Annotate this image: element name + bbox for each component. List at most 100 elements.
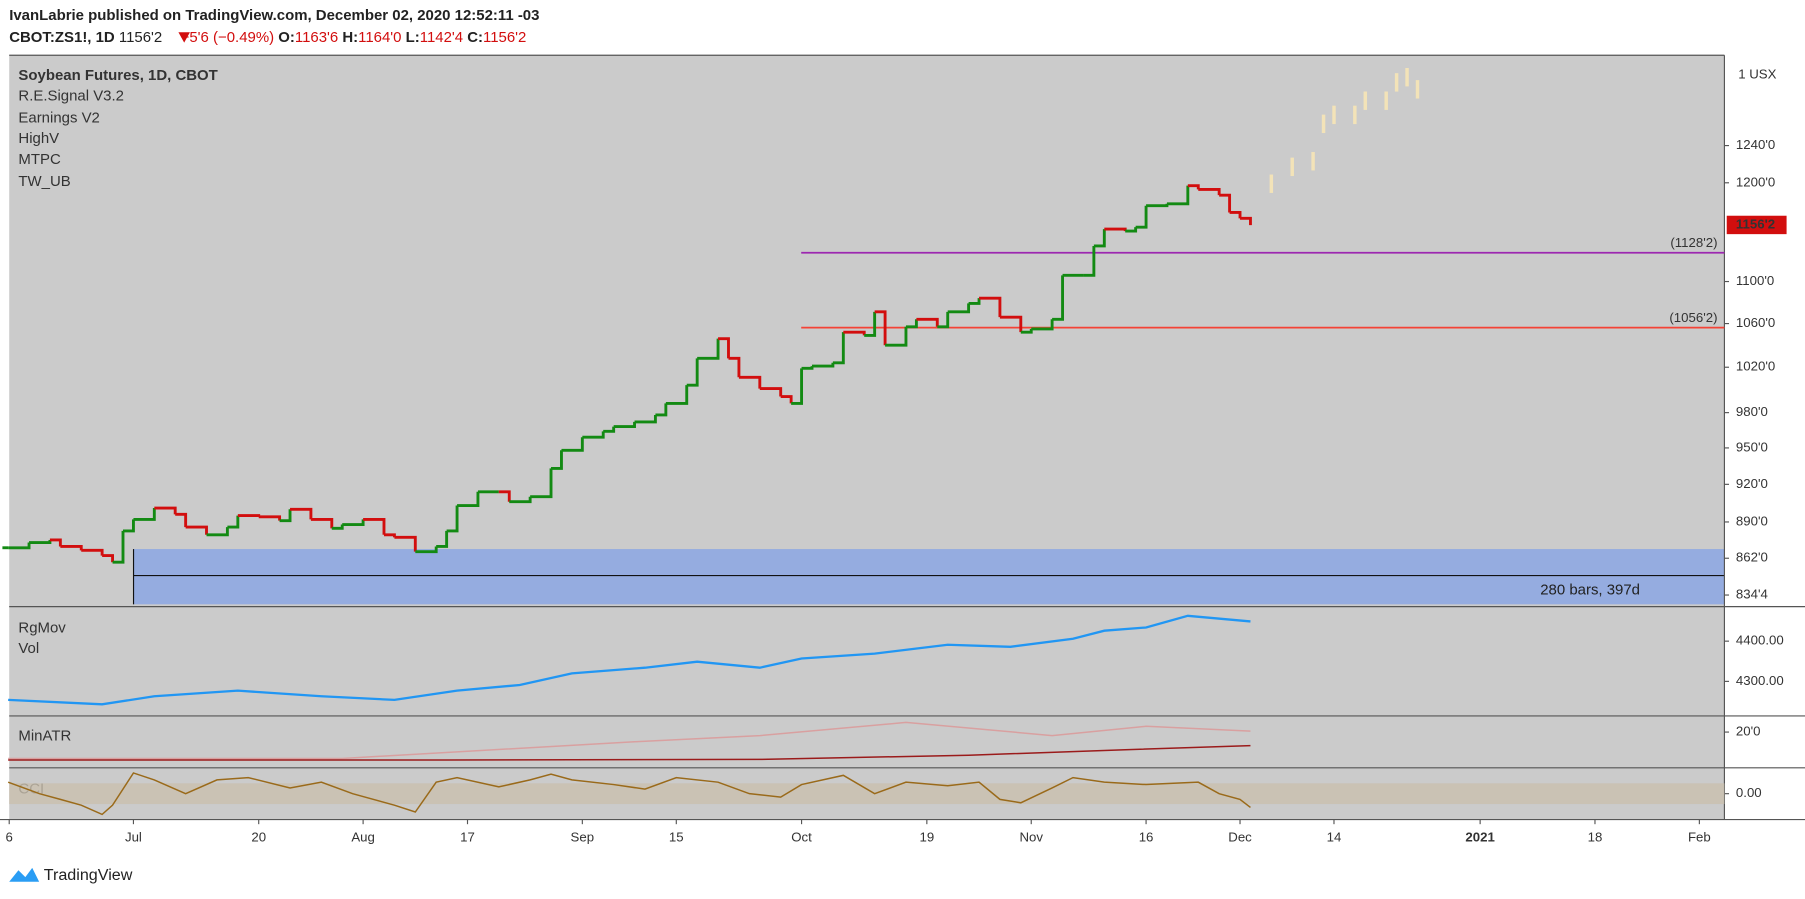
indicator: TW_UB (18, 173, 70, 190)
y-tick-label: 0.00 (1736, 785, 1762, 800)
open-label: O: (278, 29, 295, 46)
publisher: IvanLabrie published on TradingView.com,… (9, 7, 539, 24)
price-step (279, 509, 292, 523)
price-step (791, 368, 804, 405)
price-step (697, 338, 720, 360)
tradingview-logo: TradingView (9, 866, 133, 884)
projection-bar (1384, 91, 1388, 110)
last-price: 1156'2 (119, 29, 162, 46)
price-step (1166, 185, 1190, 206)
currency-unit: 1 USX (1738, 66, 1776, 81)
price-step (905, 319, 918, 329)
projection-bar (1405, 67, 1409, 87)
last-price-label: 1156'2 (1736, 216, 1775, 231)
price-step (1219, 193, 1232, 213)
open-value: 1163'6 (295, 29, 338, 46)
price-step (968, 298, 981, 305)
price-step (885, 326, 908, 347)
publisher-line: IvanLabrie published on TradingView.com,… (9, 7, 539, 24)
price-step (1125, 227, 1138, 233)
x-tick-label: Feb (1688, 829, 1711, 844)
price-step (979, 296, 1002, 318)
x-tick-label: Nov (1019, 829, 1043, 844)
indicator: HighV (18, 130, 59, 147)
projection-bar (1353, 105, 1357, 125)
price-step (947, 303, 971, 314)
x-tick-label: Oct (791, 829, 812, 844)
x-tick-label: Jul (125, 829, 142, 844)
price-step (759, 387, 783, 397)
price-step (874, 310, 887, 346)
y-tick-label: 980'0 (1736, 404, 1768, 419)
projection-bar (1269, 174, 1274, 193)
y-tick-label: 834'4 (1736, 587, 1768, 602)
pane-label: MinATR (18, 728, 71, 745)
price-step (102, 554, 114, 563)
price-step (634, 414, 657, 424)
projection-bar (1332, 105, 1336, 125)
projection-bar (1394, 73, 1399, 92)
y-tick-label: 4400.00 (1736, 633, 1784, 648)
price-step (738, 375, 762, 389)
price-step (446, 505, 459, 533)
down-arrow (178, 32, 190, 43)
price-step (916, 317, 939, 327)
price-step (551, 450, 563, 470)
price-step (509, 496, 532, 504)
projection-bar (1415, 80, 1420, 99)
price-step (237, 514, 261, 518)
range-label: 280 bars, 397d (1540, 581, 1640, 598)
close-value: 1156'2 (483, 29, 526, 46)
price-step (999, 315, 1023, 333)
indicator-line (8, 614, 1251, 706)
price-step (133, 508, 156, 521)
footer: TradingView (44, 866, 133, 884)
price-step (561, 437, 584, 452)
price-step (1083, 245, 1096, 277)
price-step (718, 337, 730, 359)
price-step (342, 519, 365, 526)
indicator-line (8, 744, 1251, 761)
price-step (290, 507, 313, 520)
price-step (227, 515, 240, 529)
x-tick-label: Aug (351, 829, 375, 844)
price-step (665, 385, 689, 405)
y-tick-label: 890'0 (1736, 513, 1768, 528)
price-step (1020, 328, 1033, 334)
x-tick-label: 16 (1139, 829, 1154, 844)
x-tick-label: 6 (6, 829, 13, 844)
price-step (1187, 184, 1200, 190)
quote-line: CBOT:ZS1!, 1D 1156'2 −5'6 (−0.49%) O:1163… (9, 29, 526, 46)
price-step (415, 546, 438, 554)
x-tick-label: 2021 (1465, 829, 1494, 844)
chart-title: Soybean Futures, 1D, CBOT (18, 67, 217, 84)
symbol: CBOT:ZS1!, 1D (9, 29, 115, 46)
indicator-line (7, 772, 1251, 816)
price-step (655, 403, 668, 417)
price-step (175, 512, 188, 528)
change: −5'6 (−0.49%) (181, 29, 274, 46)
x-tick-label: 20 (251, 829, 266, 844)
price-step (728, 356, 741, 378)
level-label: (1056'2) (1669, 310, 1717, 325)
indicator: MTPC (18, 151, 61, 168)
y-tick-label: 1200'0 (1736, 174, 1775, 189)
low-label: L: (406, 29, 420, 46)
last-price-box (1726, 215, 1787, 235)
x-tick-label: 17 (460, 829, 475, 844)
price-step (457, 491, 480, 507)
price-step (530, 468, 553, 499)
projection-bar (1363, 91, 1368, 110)
x-tick-label: 14 (1327, 829, 1342, 844)
projection-bar (1290, 157, 1294, 177)
price-step (123, 519, 135, 533)
logo-icon (9, 867, 40, 882)
x-tick-label: 15 (669, 829, 684, 844)
indicator-line (8, 721, 1251, 760)
price-step (1198, 187, 1221, 196)
price-step (582, 431, 605, 439)
x-tick-label: Sep (571, 829, 595, 844)
